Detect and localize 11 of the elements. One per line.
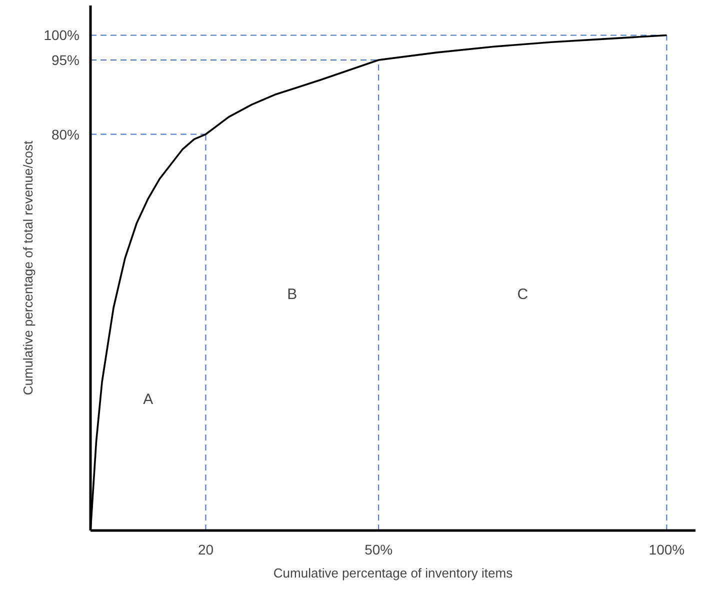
- y-tick-label: 95%: [51, 52, 80, 68]
- y-tick-label: 100%: [44, 27, 80, 44]
- annotation: B: [287, 286, 298, 303]
- annotation: C: [517, 286, 528, 303]
- y-tick-label: 80%: [51, 126, 80, 142]
- y-axis-title: Cumulative percentage of total revenue/cost: [20, 140, 36, 396]
- x-tick-label: 100%: [648, 542, 685, 558]
- x-tick-label: 20: [198, 542, 214, 558]
- annotation: A: [143, 390, 154, 408]
- x-axis-title: Cumulative percentage of inventory items: [273, 566, 514, 580]
- x-tick-label: 50%: [364, 542, 393, 558]
